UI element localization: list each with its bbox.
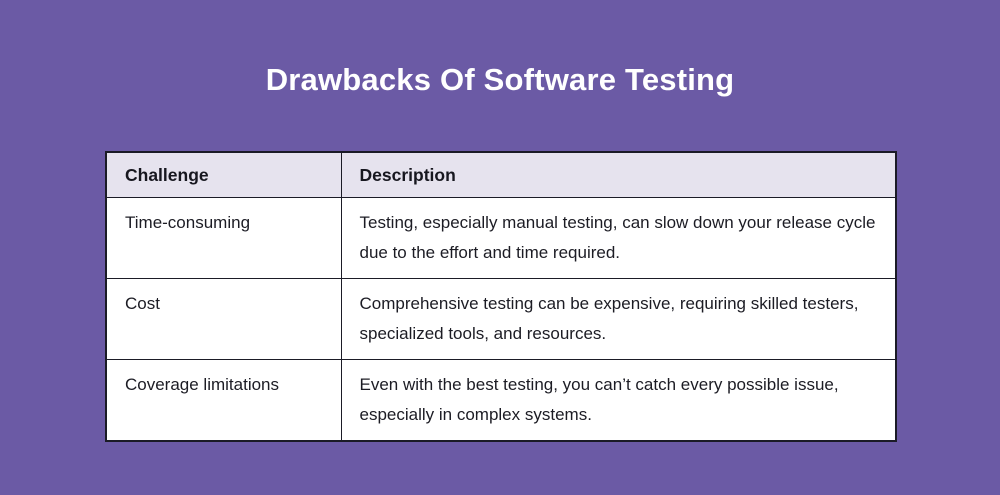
drawbacks-table-container: Challenge Description Time-consuming Tes… xyxy=(105,151,897,442)
table-header-row: Challenge Description xyxy=(105,151,897,198)
table-row: Cost Comprehensive testing can be expens… xyxy=(105,278,897,360)
description-cell: Testing, especially manual testing, can … xyxy=(340,197,897,279)
description-cell: Comprehensive testing can be expensive, … xyxy=(340,278,897,360)
table-row: Coverage limitations Even with the best … xyxy=(105,359,897,442)
description-cell: Even with the best testing, you can’t ca… xyxy=(340,359,897,442)
challenge-cell: Cost xyxy=(105,278,342,360)
column-header-challenge: Challenge xyxy=(105,151,342,198)
page-title: Drawbacks Of Software Testing xyxy=(265,62,735,97)
column-header-description: Description xyxy=(340,151,897,198)
table-row: Time-consuming Testing, especially manua… xyxy=(105,197,897,279)
drawbacks-table: Challenge Description Time-consuming Tes… xyxy=(105,151,897,442)
challenge-cell: Time-consuming xyxy=(105,197,342,279)
challenge-cell: Coverage limitations xyxy=(105,359,342,442)
